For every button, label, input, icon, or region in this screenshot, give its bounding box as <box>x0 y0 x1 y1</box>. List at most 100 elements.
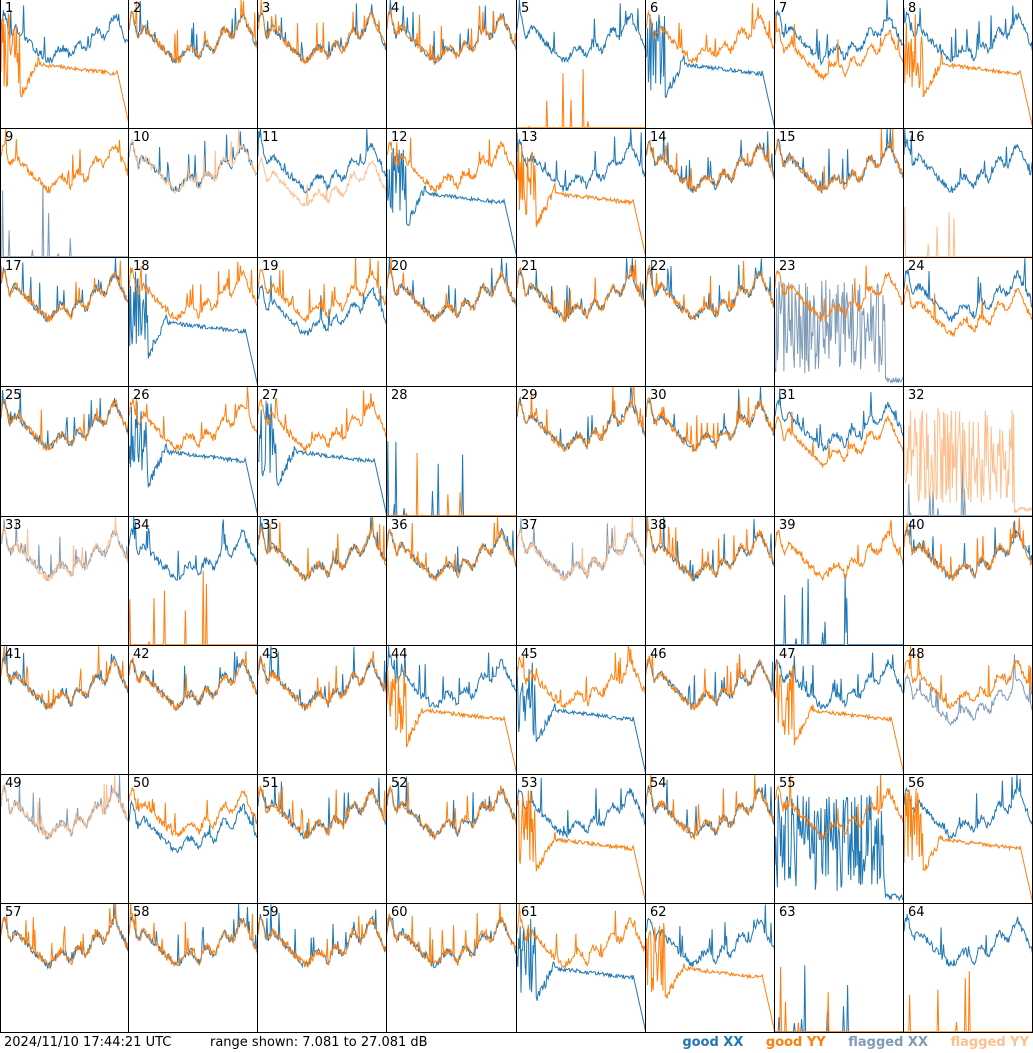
panel-number-label: 27 <box>262 388 279 403</box>
antenna-spectrum-plot <box>646 775 774 841</box>
antenna-panel: 11 <box>258 129 387 258</box>
antenna-panel: 43 <box>258 646 387 775</box>
panel-number-label: 36 <box>391 518 408 533</box>
antenna-panel: 49 <box>0 775 129 904</box>
xx-series-line <box>387 441 516 516</box>
panel-number-label: 41 <box>5 647 22 662</box>
antenna-panel: 29 <box>517 387 646 517</box>
antenna-spectrum-plot <box>387 904 516 969</box>
yy-series-line <box>258 390 386 453</box>
yy-series-line <box>1 775 128 840</box>
yy-series-line <box>904 517 1032 582</box>
yy-series-line <box>775 520 903 582</box>
panel-number-label: 58 <box>133 905 150 920</box>
yy-series-line <box>387 452 516 516</box>
panel-number-label: 57 <box>5 905 22 920</box>
antenna-spectrum-plot <box>258 258 386 336</box>
xx-series-line <box>904 5 1032 63</box>
antenna-spectrum-plot <box>775 775 903 902</box>
panel-number-label: 21 <box>521 259 538 274</box>
antenna-panel: 31 <box>775 387 904 517</box>
antenna-spectrum-plot <box>517 646 645 773</box>
antenna-panel: 51 <box>258 775 387 904</box>
yy-series-line <box>1 12 128 123</box>
antenna-panel: 56 <box>904 775 1033 904</box>
panel-number-label: 35 <box>262 518 279 533</box>
panel-number-label: 5 <box>521 1 530 16</box>
antenna-spectrum-plot <box>1 646 128 710</box>
panel-number-label: 19 <box>262 259 279 274</box>
antenna-panel: 38 <box>646 517 775 646</box>
antenna-panel: 62 <box>646 904 775 1033</box>
xx-series-line <box>129 517 257 581</box>
panel-number-label: 28 <box>391 388 408 403</box>
panel-number-label: 16 <box>908 130 925 145</box>
antenna-panel: 59 <box>258 904 387 1033</box>
yy-series-line <box>646 775 774 841</box>
xx-series-line <box>775 279 903 384</box>
antenna-spectrum-plot <box>646 258 774 321</box>
panel-number-label: 3 <box>262 1 271 16</box>
panel-number-label: 45 <box>521 647 538 662</box>
panel-number-label: 4 <box>391 1 400 16</box>
panel-number-label: 23 <box>779 259 796 274</box>
antenna-spectrum-plot <box>904 129 1032 257</box>
xx-series-line <box>387 148 516 256</box>
antenna-spectrum-plot <box>904 646 1032 727</box>
panel-number-label: 51 <box>262 776 279 791</box>
antenna-panel: 55 <box>775 775 904 904</box>
antenna-panel: 5 <box>517 0 646 129</box>
footer: 2024/11/10 17:44:21 UTC range shown: 7.0… <box>0 1033 1033 1053</box>
antenna-spectrum-plot <box>129 387 257 515</box>
yy-series-line <box>517 143 645 256</box>
xx-series-line <box>904 129 1032 193</box>
yy-series-line <box>517 790 645 902</box>
antenna-panel: 8 <box>904 0 1033 129</box>
antenna-spectrum-plot <box>646 904 774 1031</box>
antenna-spectrum-plot <box>387 441 516 516</box>
legend-good-yy: good YY <box>765 1035 826 1050</box>
yy-series-line <box>646 517 774 583</box>
yy-series-line <box>775 12 903 81</box>
panel-number-label: 50 <box>133 776 150 791</box>
antenna-panel: 45 <box>517 646 646 775</box>
antenna-spectrum-plot <box>646 651 774 711</box>
antenna-panel: 30 <box>646 387 775 517</box>
yy-series-line <box>387 904 516 966</box>
xx-series-line <box>387 527 516 581</box>
antenna-spectrum-plot <box>775 129 903 194</box>
antenna-panel: 25 <box>0 387 129 517</box>
xx-series-line <box>129 401 257 515</box>
yy-series-line <box>775 659 903 773</box>
antenna-spectrum-plot <box>1 517 128 582</box>
antenna-spectrum-plot <box>904 914 1032 1032</box>
antenna-spectrum-plot <box>129 786 257 854</box>
yy-series-line <box>904 971 1032 1032</box>
yy-series-line <box>258 258 386 323</box>
antenna-spectrum-plot <box>387 517 516 582</box>
antenna-spectrum-plot <box>904 775 1032 902</box>
panel-number-label: 42 <box>133 647 150 662</box>
yy-series-line <box>904 788 1032 902</box>
antenna-panel: 10 <box>129 129 258 258</box>
antenna-panel: 22 <box>646 258 775 387</box>
panel-number-label: 54 <box>650 776 667 791</box>
antenna-panel: 64 <box>904 904 1033 1033</box>
antenna-panel: 24 <box>904 258 1033 387</box>
antenna-spectrum-plot <box>517 904 645 1031</box>
antenna-spectrum-plot <box>129 0 257 64</box>
xx-series-line <box>775 388 903 452</box>
range-label: range shown: 7.081 to 27.081 dB <box>210 1035 428 1050</box>
panel-number-label: 15 <box>779 130 796 145</box>
yy-series-line <box>517 259 645 323</box>
antenna-spectrum-plot <box>387 776 516 841</box>
xx-series-line <box>775 965 903 1032</box>
antenna-panel: 1 <box>0 0 129 129</box>
antenna-panel: 21 <box>517 258 646 387</box>
antenna-spectrum-plot <box>904 258 1032 338</box>
panel-number-label: 6 <box>650 1 659 16</box>
antenna-panel: 61 <box>517 904 646 1033</box>
antenna-panel: 14 <box>646 129 775 258</box>
antenna-panel: 58 <box>129 904 258 1033</box>
